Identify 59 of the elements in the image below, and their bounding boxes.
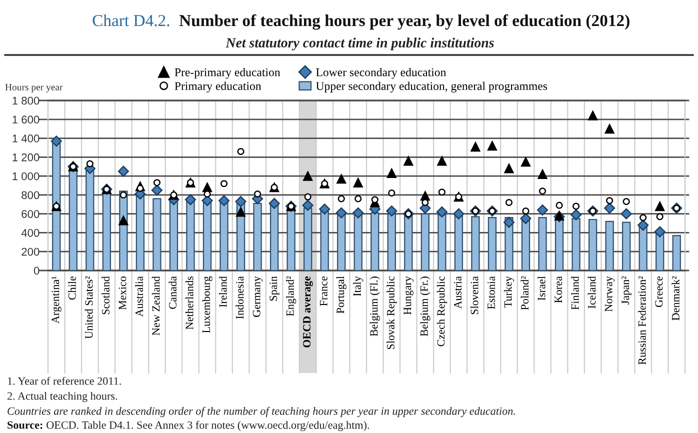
legend-label: Upper secondary education, general programmes <box>316 82 548 92</box>
x-tick-label: Czech Republic <box>436 276 447 346</box>
x-tick-label: Israel <box>537 276 546 300</box>
x-tick-label: United States² <box>84 276 93 339</box>
x-tick-label: Spain <box>270 276 280 301</box>
x-tick-label: Belgium (Fr.) <box>420 276 430 336</box>
x-tick-label: Slovak Republic <box>386 276 397 350</box>
x-tick-label: Korea <box>554 276 562 303</box>
y-tick-label: 600 <box>22 210 40 218</box>
x-tick-label: Slovenia <box>470 276 478 314</box>
x-tick-label: Italy <box>353 276 364 296</box>
x-tick-label: New Zealand <box>152 276 160 336</box>
x-tick-label: Austria <box>454 276 462 309</box>
x-tick-label: Finland <box>571 276 579 310</box>
x-tick-label: Portugal <box>336 276 346 314</box>
x-tick-label: France <box>320 276 328 306</box>
x-tick-label: Greece <box>655 276 663 308</box>
legend-label: Lower secondary education <box>316 68 446 79</box>
x-tick-label: Denmark² <box>672 276 680 320</box>
x-tick-label: Germany <box>252 276 263 317</box>
x-tick-label: Indonesia <box>236 276 244 319</box>
y-tick-label: 1 400 <box>12 134 40 142</box>
x-tick-label: Argentina¹ <box>52 276 62 324</box>
legend-label: Pre-primary education <box>174 68 280 79</box>
x-tick-label: Norway <box>604 276 615 312</box>
y-axis-title: Hours per year <box>5 84 63 92</box>
y-tick-label: 1 200 <box>12 153 40 162</box>
y-tick-label: 1 600 <box>12 116 40 124</box>
x-tick-label: Ireland <box>218 276 227 308</box>
x-tick-label: Scotland <box>102 276 110 314</box>
x-tick-label: Australia <box>135 276 143 317</box>
x-tick-label: Estonia <box>488 276 496 310</box>
y-tick-label: 1 800 <box>12 96 40 105</box>
x-tick-label: Hungary <box>404 276 414 315</box>
chart-title: Chart D4.2. Number of teaching hours per year, by level of education (2012) <box>92 14 630 30</box>
y-tick-label: 400 <box>21 228 40 237</box>
text: Countries are ranked in descending order of the number of teaching hours per year in upper secondary education. <box>8 406 515 418</box>
x-tick-label: Turkey <box>504 276 514 308</box>
x-tick-label: Russian Federation² <box>638 276 646 365</box>
legend-label: Primary education <box>174 82 262 92</box>
x-tick-label: Japan² <box>622 276 632 304</box>
x-tick-label: Mexico <box>118 276 126 310</box>
source-note: Source: OECD. Table D4.1. See Annex 3 for notes (www.oecd.org/edu/eag.htm). <box>8 420 370 432</box>
x-tick-label: Luxembourg <box>202 276 212 333</box>
x-tick-label: Poland² <box>520 276 529 310</box>
y-tick-label: 0 <box>34 266 40 275</box>
y-tick-label: 200 <box>22 248 40 256</box>
x-tick-label: Iceland <box>588 276 596 308</box>
chart-subtitle: Net statutory contact time in public institutions <box>226 38 494 50</box>
text: 2. Actual teaching hours. <box>7 392 118 402</box>
x-tick-label: OECD average <box>303 276 313 348</box>
x-tick-label: Chile <box>68 276 76 300</box>
y-tick-label: 800 <box>22 191 40 200</box>
x-tick-label: Belgium (Fl.) <box>370 276 380 336</box>
x-tick-label: England² <box>286 276 296 316</box>
y-tick-label: 1 000 <box>12 172 40 180</box>
x-tick-label: Canada <box>168 276 177 309</box>
x-tick-label: Netherlands <box>185 276 194 330</box>
text: 1. Year of reference 2011. <box>8 376 121 385</box>
